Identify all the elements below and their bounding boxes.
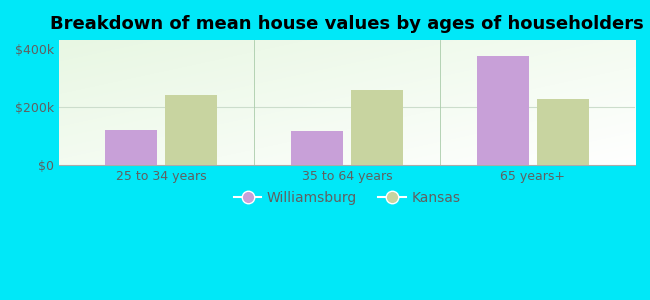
- Bar: [536, 99, 588, 165]
- Title: Breakdown of mean house values by ages of householders: Breakdown of mean house values by ages o…: [50, 15, 644, 33]
- Legend: Williamsburg, Kansas: Williamsburg, Kansas: [228, 185, 466, 210]
- Bar: [165, 95, 217, 165]
- Bar: [105, 130, 157, 165]
- Bar: [477, 56, 529, 165]
- Bar: [291, 131, 343, 165]
- Bar: [351, 90, 403, 165]
